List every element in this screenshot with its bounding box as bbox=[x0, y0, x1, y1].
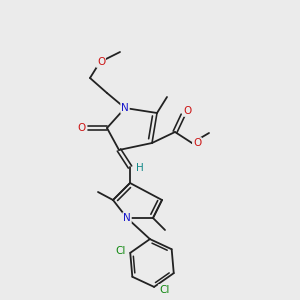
Text: O: O bbox=[78, 123, 86, 133]
Text: N: N bbox=[121, 103, 129, 113]
Text: H: H bbox=[136, 163, 144, 173]
Text: N: N bbox=[123, 213, 131, 223]
Text: O: O bbox=[97, 57, 105, 67]
Text: Cl: Cl bbox=[115, 246, 125, 256]
Text: Cl: Cl bbox=[159, 285, 169, 295]
Text: O: O bbox=[184, 106, 192, 116]
Text: O: O bbox=[193, 138, 201, 148]
